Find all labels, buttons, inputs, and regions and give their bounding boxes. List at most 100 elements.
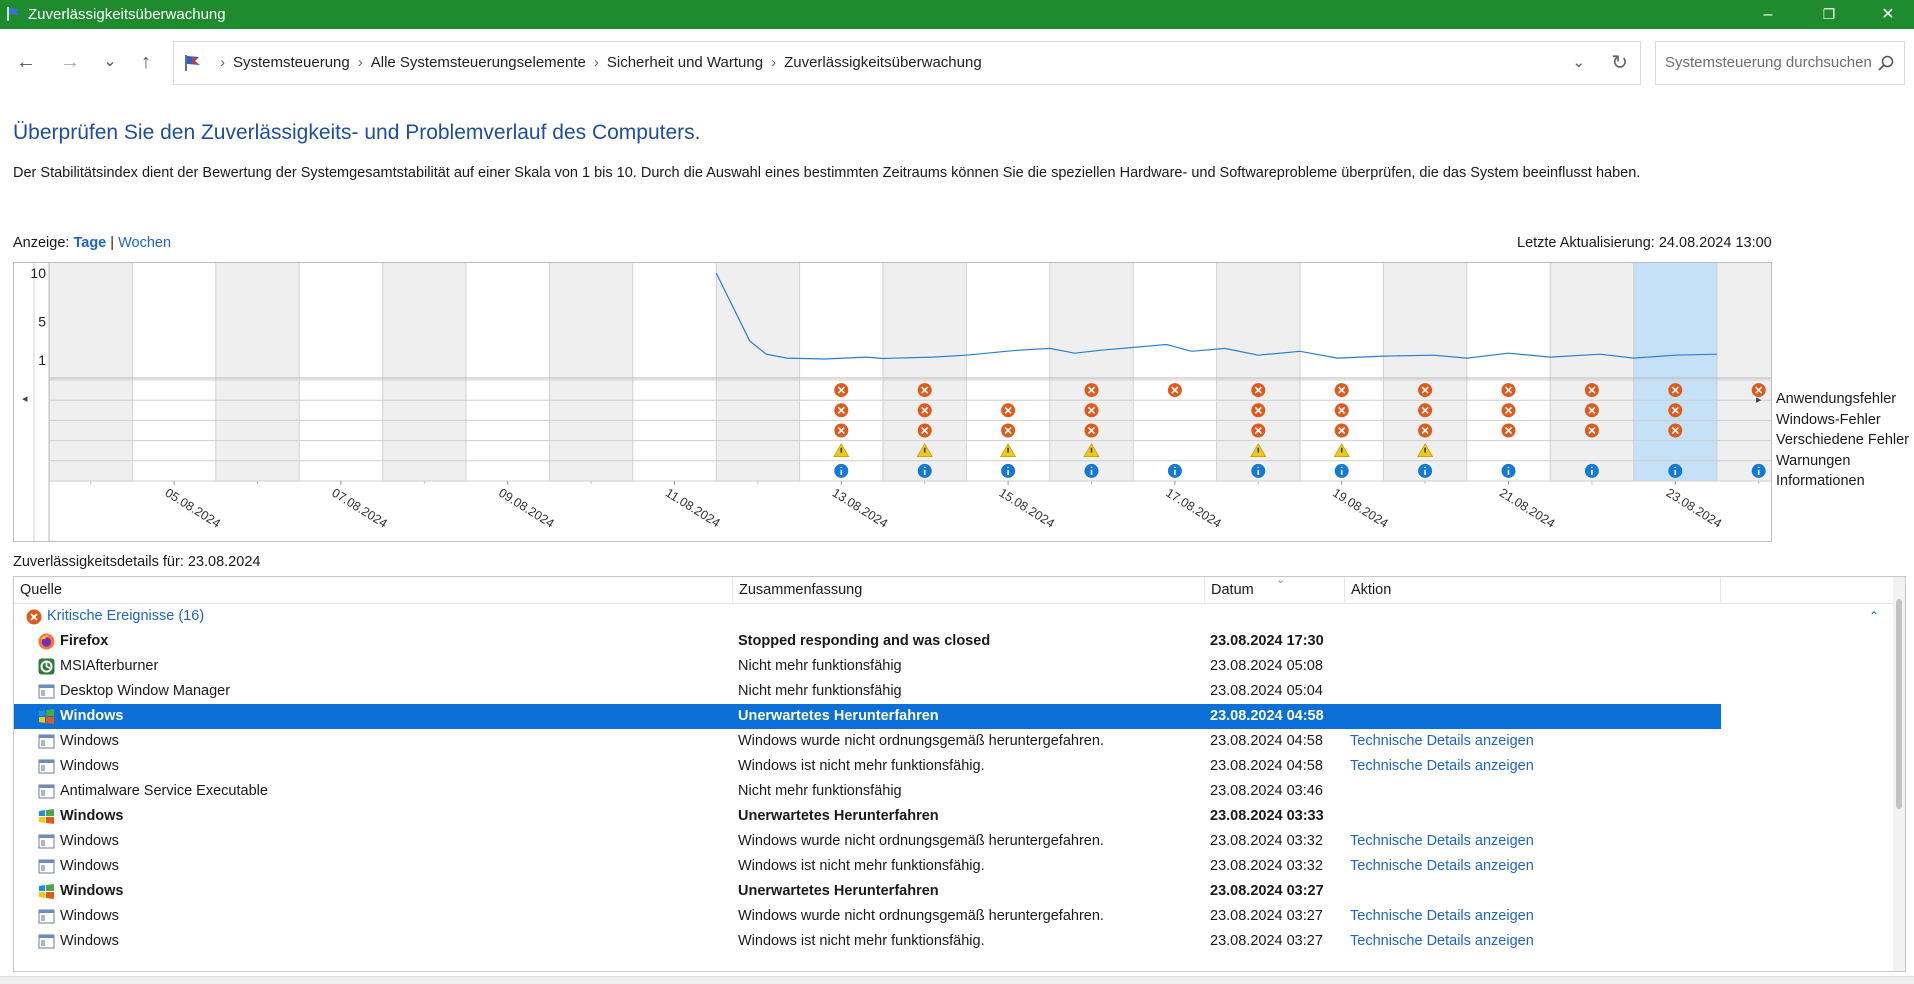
critical-error-icon: [26, 609, 42, 625]
error-icon-cross: [1421, 406, 1429, 414]
table-row[interactable]: Windows Windows wurde nicht ordnungsgemäß…: [14, 729, 1721, 754]
breadcrumb-separator[interactable]: ›: [357, 54, 363, 71]
app-icon: [38, 658, 55, 675]
row-action-link[interactable]: Technische Details anzeigen: [1350, 733, 1534, 749]
table-row[interactable]: Desktop Window Manager Nicht mehr funktio…: [14, 679, 1721, 704]
column-zusammenfassung[interactable]: Zusammenfassung: [733, 577, 1205, 603]
table-row[interactable]: Windows Unerwartetes Herunterfahren 23.08.…: [14, 879, 1721, 904]
x-tick-label: 09.08.2024: [496, 486, 557, 531]
legend-windows-fehler: Windows-Fehler: [1776, 411, 1881, 428]
sort-descending-icon: ⌄: [1276, 576, 1286, 586]
x-tick-label: 07.08.2024: [329, 486, 390, 531]
scroll-left-arrow[interactable]: ◂: [22, 392, 28, 405]
page-description: Der Stabilitätsindex dient der Bewertung…: [13, 165, 1641, 181]
column-datum[interactable]: Datum: [1205, 577, 1345, 603]
row-date: 23.08.2024 05:08: [1210, 658, 1323, 674]
column-quelle[interactable]: Quelle: [14, 577, 733, 603]
search-icon[interactable]: [1877, 54, 1895, 72]
scrollbar-thumb[interactable]: [1896, 599, 1902, 809]
error-icon-cross: [1421, 426, 1429, 435]
row-action-link[interactable]: Technische Details anzeigen: [1350, 833, 1534, 849]
day-column-04.08.2024[interactable]: [49, 263, 133, 481]
up-button[interactable]: ↑: [141, 51, 151, 73]
back-button[interactable]: ←: [16, 51, 36, 73]
y-tick-label: 5: [38, 313, 46, 329]
window-icon: [38, 834, 55, 849]
breadcrumb-systemsteuerung[interactable]: Systemsteuerung: [233, 54, 350, 71]
address-dropdown-button[interactable]: ⌄: [1572, 54, 1585, 71]
day-column-17.08.2024[interactable]: [1133, 263, 1217, 481]
error-icon-cross: [1671, 406, 1679, 414]
table-row[interactable]: Firefox Stopped responding and was closed…: [14, 629, 1721, 654]
minimize-button[interactable]: –: [1763, 6, 1773, 23]
scroll-right-arrow[interactable]: ▸: [1756, 393, 1762, 406]
address-bar[interactable]: › Systemsteuerung › Alle Systemsteuerungsel…: [173, 41, 1641, 85]
day-column-08.08.2024[interactable]: [382, 263, 466, 481]
breadcrumb-separator[interactable]: ›: [771, 54, 777, 71]
table-row[interactable]: Windows Windows wurde nicht ordnungsgemäß…: [14, 904, 1721, 929]
error-icon-cross: [921, 406, 929, 414]
table-row[interactable]: Windows Unerwartetes Herunterfahren 23.08.…: [14, 804, 1721, 829]
refresh-button[interactable]: ↻: [1611, 52, 1628, 74]
row-action-link[interactable]: Technische Details anzeigen: [1350, 858, 1534, 874]
breadcrumb: › Systemsteuerung › Alle Systemsteuerungsel…: [212, 42, 982, 84]
breadcrumb-zuverlaessigkeit[interactable]: Zuverlässigkeitsüberwachung: [784, 54, 982, 71]
day-column-09.08.2024[interactable]: [466, 263, 550, 481]
row-date: 23.08.2024 04:58: [1210, 708, 1324, 724]
reliability-chart[interactable]: 10 5 1 ◂ ▸ 05.08.2024 07.08.2024 09.08.2024 11.0…: [13, 262, 1772, 542]
maximize-button[interactable]: ❐: [1822, 6, 1836, 22]
table-row[interactable]: Windows Windows wurde nicht ordnungsgemäß…: [14, 829, 1721, 854]
table-row[interactable]: Windows Unerwartetes Herunterfahren 23.08.…: [14, 704, 1721, 729]
vertical-scrollbar[interactable]: [1893, 577, 1905, 971]
reliability-chart-svg[interactable]: 10 5 1 ◂ ▸ 05.08.2024 07.08.2024 09.08.2024 11.0…: [14, 263, 1771, 541]
table-row[interactable]: Antimalware Service Executable Nicht mehr…: [14, 779, 1721, 804]
close-button[interactable]: ✕: [1881, 6, 1895, 23]
breadcrumb-sicherheit-wartung[interactable]: Sicherheit und Wartung: [606, 54, 764, 71]
table-row[interactable]: Windows Windows ist nicht mehr funktionsf…: [14, 854, 1721, 879]
day-column-05.08.2024[interactable]: [132, 263, 216, 481]
table-row[interactable]: Windows Windows ist nicht mehr funktionsf…: [14, 754, 1721, 779]
view-days-link[interactable]: Tage: [73, 235, 107, 251]
window-icon: [38, 784, 55, 799]
error-icon-cross: [1254, 406, 1262, 414]
row-action-link[interactable]: Technische Details anzeigen: [1350, 908, 1534, 924]
row-action-link[interactable]: Technische Details anzeigen: [1350, 933, 1534, 949]
window-title: Zuverlässigkeitsüberwachung: [28, 6, 226, 23]
row-date: 23.08.2024 03:32: [1210, 833, 1323, 849]
group-header-critical[interactable]: Kritische Ereignisse (16) ⌃: [14, 604, 1894, 628]
breadcrumb-separator[interactable]: ›: [593, 54, 599, 71]
day-column-24.08.2024[interactable]: [1717, 263, 1771, 481]
forward-button[interactable]: →: [60, 51, 80, 73]
error-icon-cross: [837, 426, 845, 435]
view-weeks-link[interactable]: Wochen: [118, 235, 172, 251]
day-column-06.08.2024[interactable]: [215, 263, 300, 481]
row-source: Windows: [60, 833, 119, 849]
row-source: Windows: [60, 758, 119, 774]
day-column-11.08.2024[interactable]: [632, 263, 717, 481]
column-aktion[interactable]: Aktion: [1345, 577, 1721, 603]
group-label[interactable]: Kritische Ereignisse (16): [47, 608, 205, 624]
y-tick-label: 10: [30, 265, 46, 281]
flag-icon: [185, 55, 200, 71]
error-icon-cross: [1421, 386, 1429, 394]
table-row[interactable]: MSIAfterburner Nicht mehr funktionsfähig 2…: [14, 654, 1721, 679]
legend-verschiedene-fehler: Verschiedene Fehler: [1776, 432, 1909, 448]
recent-locations-button[interactable]: ⌄: [103, 53, 117, 70]
collapse-icon[interactable]: ⌃: [1869, 609, 1880, 623]
day-column-22.08.2024[interactable]: [1550, 263, 1634, 481]
error-icon-cross: [837, 386, 845, 394]
grid-header: Quelle Zusammenfassung Datum Aktion ⌄: [14, 577, 1894, 604]
error-icon-cross: [1087, 426, 1096, 435]
row-summary: Nicht mehr funktionsfähig: [738, 658, 902, 674]
title-bar: Zuverlässigkeitsüberwachung – ❐ ✕: [0, 0, 1914, 29]
day-column-21.08.2024[interactable]: [1466, 263, 1551, 481]
breadcrumb-alle-elemente[interactable]: Alle Systemsteuerungselemente: [370, 54, 586, 71]
error-icon-cross: [1504, 426, 1513, 435]
table-row[interactable]: Windows Windows ist nicht mehr funktionsf…: [14, 929, 1721, 954]
day-column-12.08.2024[interactable]: [716, 263, 800, 481]
day-column-07.08.2024[interactable]: [299, 263, 383, 481]
search-input[interactable]: Systemsteuerung durchsuchen: [1655, 41, 1905, 85]
day-column-10.08.2024[interactable]: [549, 263, 633, 481]
row-action-link[interactable]: Technische Details anzeigen: [1350, 758, 1534, 774]
day-column-23.08.2024[interactable]: [1633, 263, 1717, 481]
